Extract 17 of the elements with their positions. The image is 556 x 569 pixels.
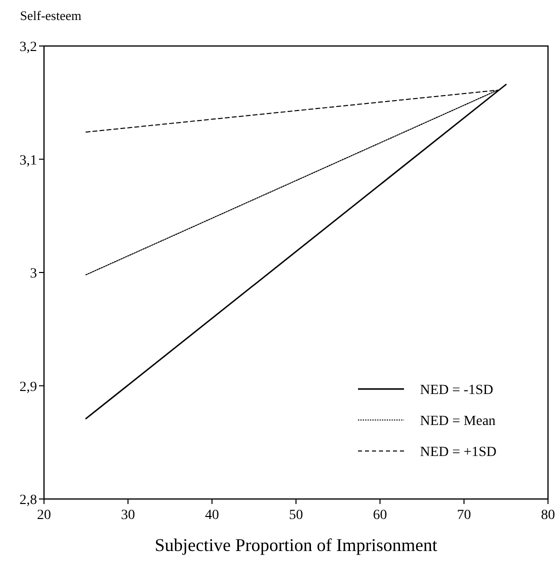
legend-label: NED = -1SD <box>420 383 494 398</box>
y-tick-label: 3,1 <box>20 153 37 168</box>
x-tick-label: 30 <box>121 508 135 523</box>
x-tick-label: 20 <box>37 508 51 523</box>
legend-label: NED = Mean <box>420 414 496 429</box>
x-axis-title: Subjective Proportion of Imprisonment <box>154 535 438 555</box>
x-tick-label: 40 <box>205 508 219 523</box>
y-axis-title: Self-esteem <box>20 8 82 23</box>
x-tick-label: 50 <box>289 508 303 523</box>
x-tick-label: 70 <box>457 508 471 523</box>
legend-label: NED = +1SD <box>420 445 496 460</box>
y-tick-label: 3,2 <box>20 40 37 55</box>
y-tick-label: 2,8 <box>20 493 37 508</box>
x-tick-label: 80 <box>541 508 555 523</box>
y-tick-label: 2,9 <box>20 380 37 395</box>
x-tick-label: 60 <box>373 508 387 523</box>
y-tick-label: 3 <box>30 266 37 282</box>
